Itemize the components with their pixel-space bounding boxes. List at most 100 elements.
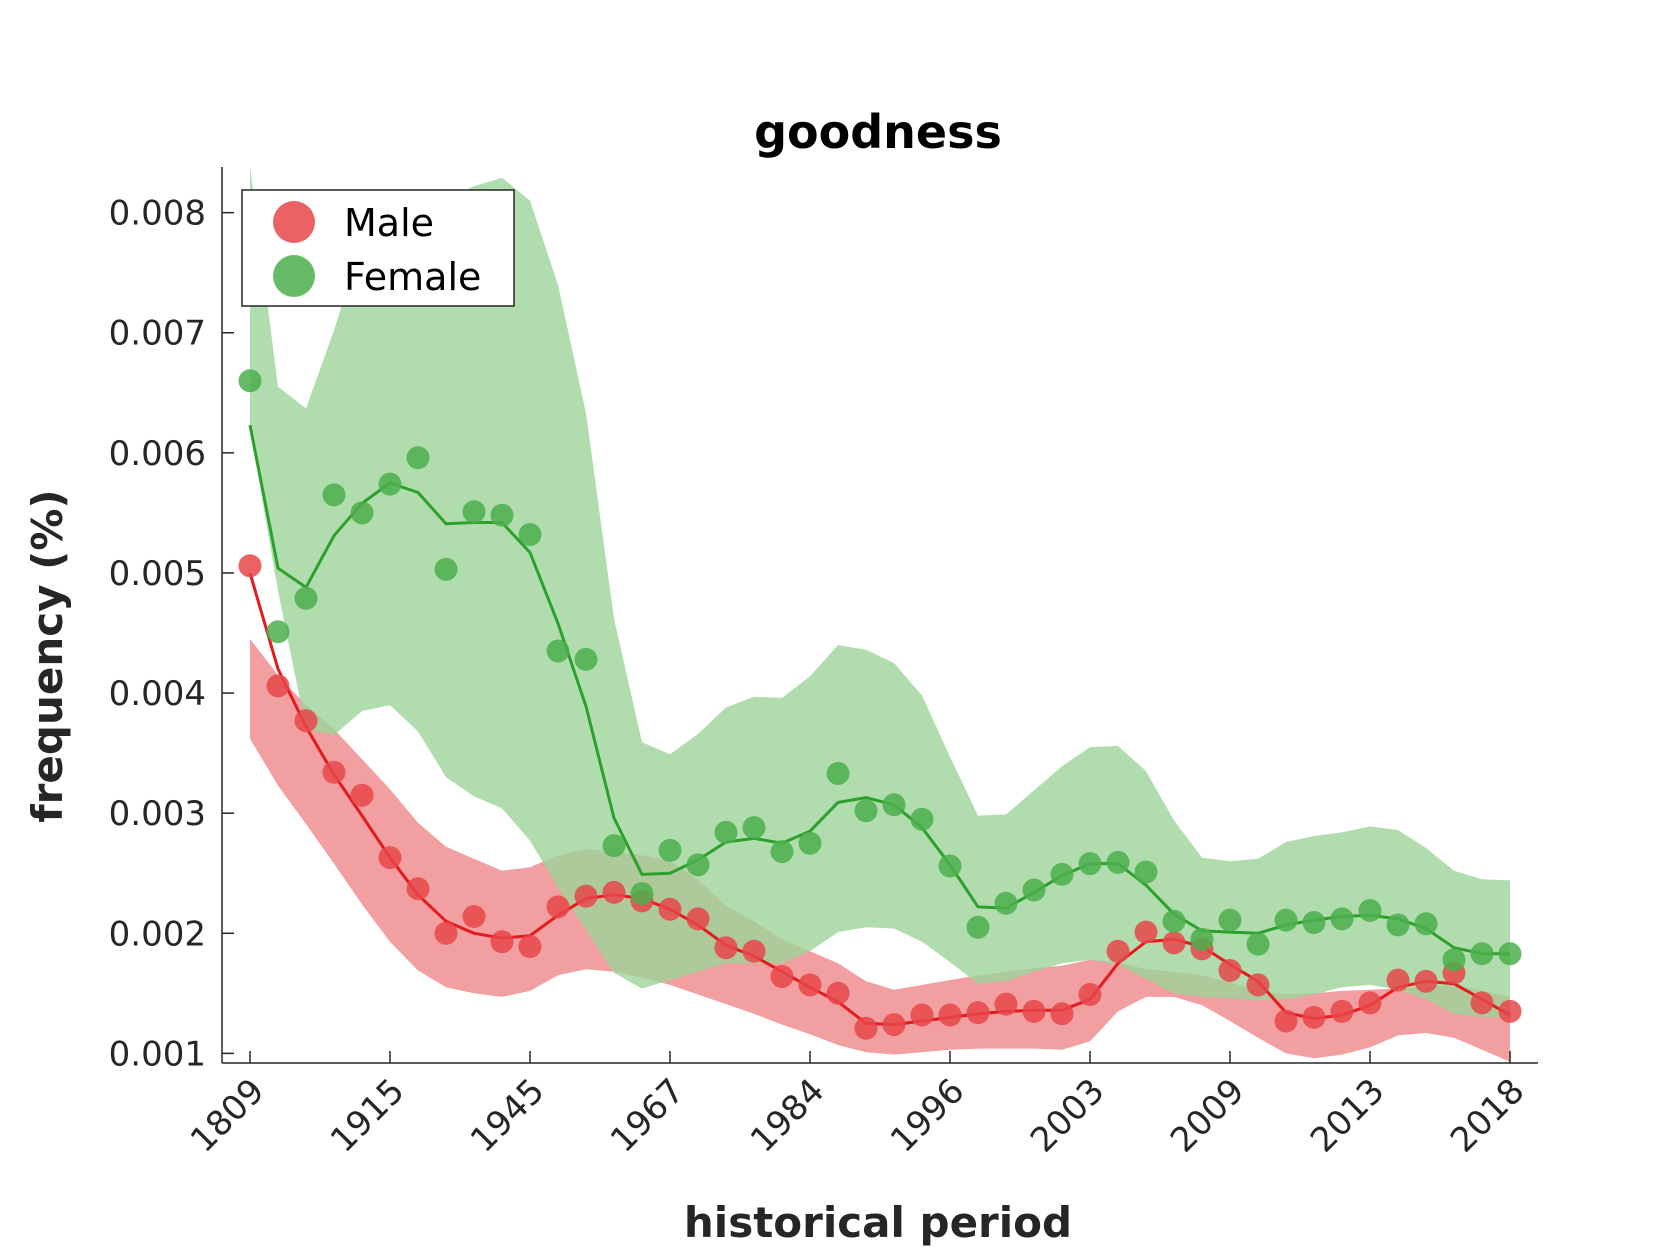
legend-marker-male bbox=[273, 201, 315, 243]
legend-marker-female bbox=[273, 255, 315, 297]
band-female bbox=[250, 167, 1510, 1018]
point-male bbox=[546, 895, 570, 919]
point-male bbox=[798, 973, 822, 997]
point-female bbox=[546, 639, 570, 663]
point-female bbox=[518, 523, 542, 546]
y-tick-label: 0.004 bbox=[109, 674, 206, 714]
point-female bbox=[1078, 852, 1102, 876]
point-male bbox=[490, 930, 514, 954]
point-male bbox=[1386, 968, 1410, 992]
point-female bbox=[630, 882, 654, 906]
point-female bbox=[994, 891, 1018, 915]
point-female bbox=[910, 807, 934, 831]
point-male bbox=[770, 965, 794, 988]
point-female bbox=[714, 820, 738, 844]
point-male bbox=[854, 1016, 878, 1040]
point-female bbox=[266, 620, 290, 644]
data-points bbox=[238, 369, 1522, 1040]
legend-label-male: Male bbox=[344, 201, 434, 245]
chart-title: goodness bbox=[754, 105, 1002, 159]
point-male bbox=[238, 554, 262, 578]
point-male bbox=[602, 880, 626, 904]
point-female bbox=[322, 483, 346, 507]
point-male bbox=[1022, 999, 1046, 1023]
point-female bbox=[1106, 850, 1130, 874]
point-male bbox=[350, 783, 374, 807]
confidence-bands bbox=[250, 167, 1510, 1062]
point-female bbox=[1470, 942, 1494, 966]
point-female bbox=[882, 793, 906, 817]
point-female bbox=[1358, 899, 1382, 922]
y-tick-label: 0.007 bbox=[109, 314, 206, 354]
point-male bbox=[994, 992, 1018, 1016]
point-male bbox=[406, 877, 430, 901]
y-tick-label: 0.001 bbox=[109, 1034, 206, 1074]
point-male bbox=[882, 1013, 906, 1037]
point-male bbox=[1218, 959, 1242, 982]
point-male bbox=[686, 907, 710, 931]
point-male bbox=[1470, 991, 1494, 1015]
point-male bbox=[1330, 999, 1354, 1023]
point-female bbox=[1302, 911, 1326, 934]
y-tick-label: 0.005 bbox=[109, 554, 206, 594]
x-axis-title: historical period bbox=[684, 1198, 1072, 1247]
point-female bbox=[1330, 907, 1354, 931]
y-tick-label: 0.008 bbox=[109, 194, 206, 234]
point-female bbox=[938, 854, 962, 878]
point-female bbox=[1386, 913, 1410, 937]
point-male bbox=[826, 981, 850, 1005]
point-female bbox=[602, 834, 626, 858]
point-male bbox=[378, 846, 402, 870]
point-female bbox=[770, 840, 794, 864]
point-female bbox=[490, 503, 514, 527]
point-female bbox=[966, 915, 990, 939]
point-male bbox=[1106, 939, 1130, 963]
point-male bbox=[1162, 931, 1186, 955]
point-male bbox=[1134, 920, 1158, 944]
point-female bbox=[406, 446, 430, 470]
point-male bbox=[1498, 999, 1522, 1023]
point-female bbox=[1442, 948, 1466, 972]
point-male bbox=[1414, 969, 1438, 993]
point-female bbox=[434, 557, 458, 581]
point-male bbox=[742, 939, 766, 963]
y-axis-title: frequency (%) bbox=[23, 489, 72, 822]
point-female bbox=[1498, 942, 1522, 966]
point-female bbox=[1218, 908, 1242, 932]
point-female bbox=[742, 816, 766, 840]
point-male bbox=[1050, 1002, 1074, 1026]
trend-line-male bbox=[248, 572, 1511, 1027]
legend: Male Female bbox=[241, 189, 515, 307]
point-female bbox=[350, 501, 374, 525]
trend-lines bbox=[248, 424, 1511, 1027]
point-male bbox=[1078, 983, 1102, 1006]
y-tick-label: 0.006 bbox=[109, 434, 206, 474]
point-female bbox=[1162, 909, 1186, 933]
y-tick-label: 0.003 bbox=[109, 794, 206, 834]
point-male bbox=[1274, 1009, 1298, 1033]
point-female bbox=[1246, 932, 1270, 956]
point-male bbox=[266, 674, 290, 698]
point-female bbox=[238, 369, 262, 393]
point-female bbox=[1134, 860, 1158, 884]
point-male bbox=[462, 905, 486, 928]
point-male bbox=[518, 935, 542, 958]
point-female bbox=[826, 762, 850, 785]
y-tick-label: 0.002 bbox=[109, 914, 206, 954]
point-male bbox=[966, 1001, 990, 1025]
point-female bbox=[1022, 878, 1046, 902]
point-male bbox=[938, 1003, 962, 1027]
point-male bbox=[1302, 1005, 1326, 1029]
point-female bbox=[1274, 908, 1298, 932]
point-male bbox=[434, 921, 458, 945]
legend-label-female: Female bbox=[344, 255, 481, 299]
point-male bbox=[910, 1003, 934, 1027]
point-female bbox=[1414, 912, 1438, 936]
point-female bbox=[462, 500, 486, 524]
point-male bbox=[574, 884, 598, 908]
point-male bbox=[714, 936, 738, 960]
point-female bbox=[294, 586, 318, 610]
point-female bbox=[686, 853, 710, 877]
point-female bbox=[798, 831, 822, 855]
point-male bbox=[658, 897, 682, 921]
